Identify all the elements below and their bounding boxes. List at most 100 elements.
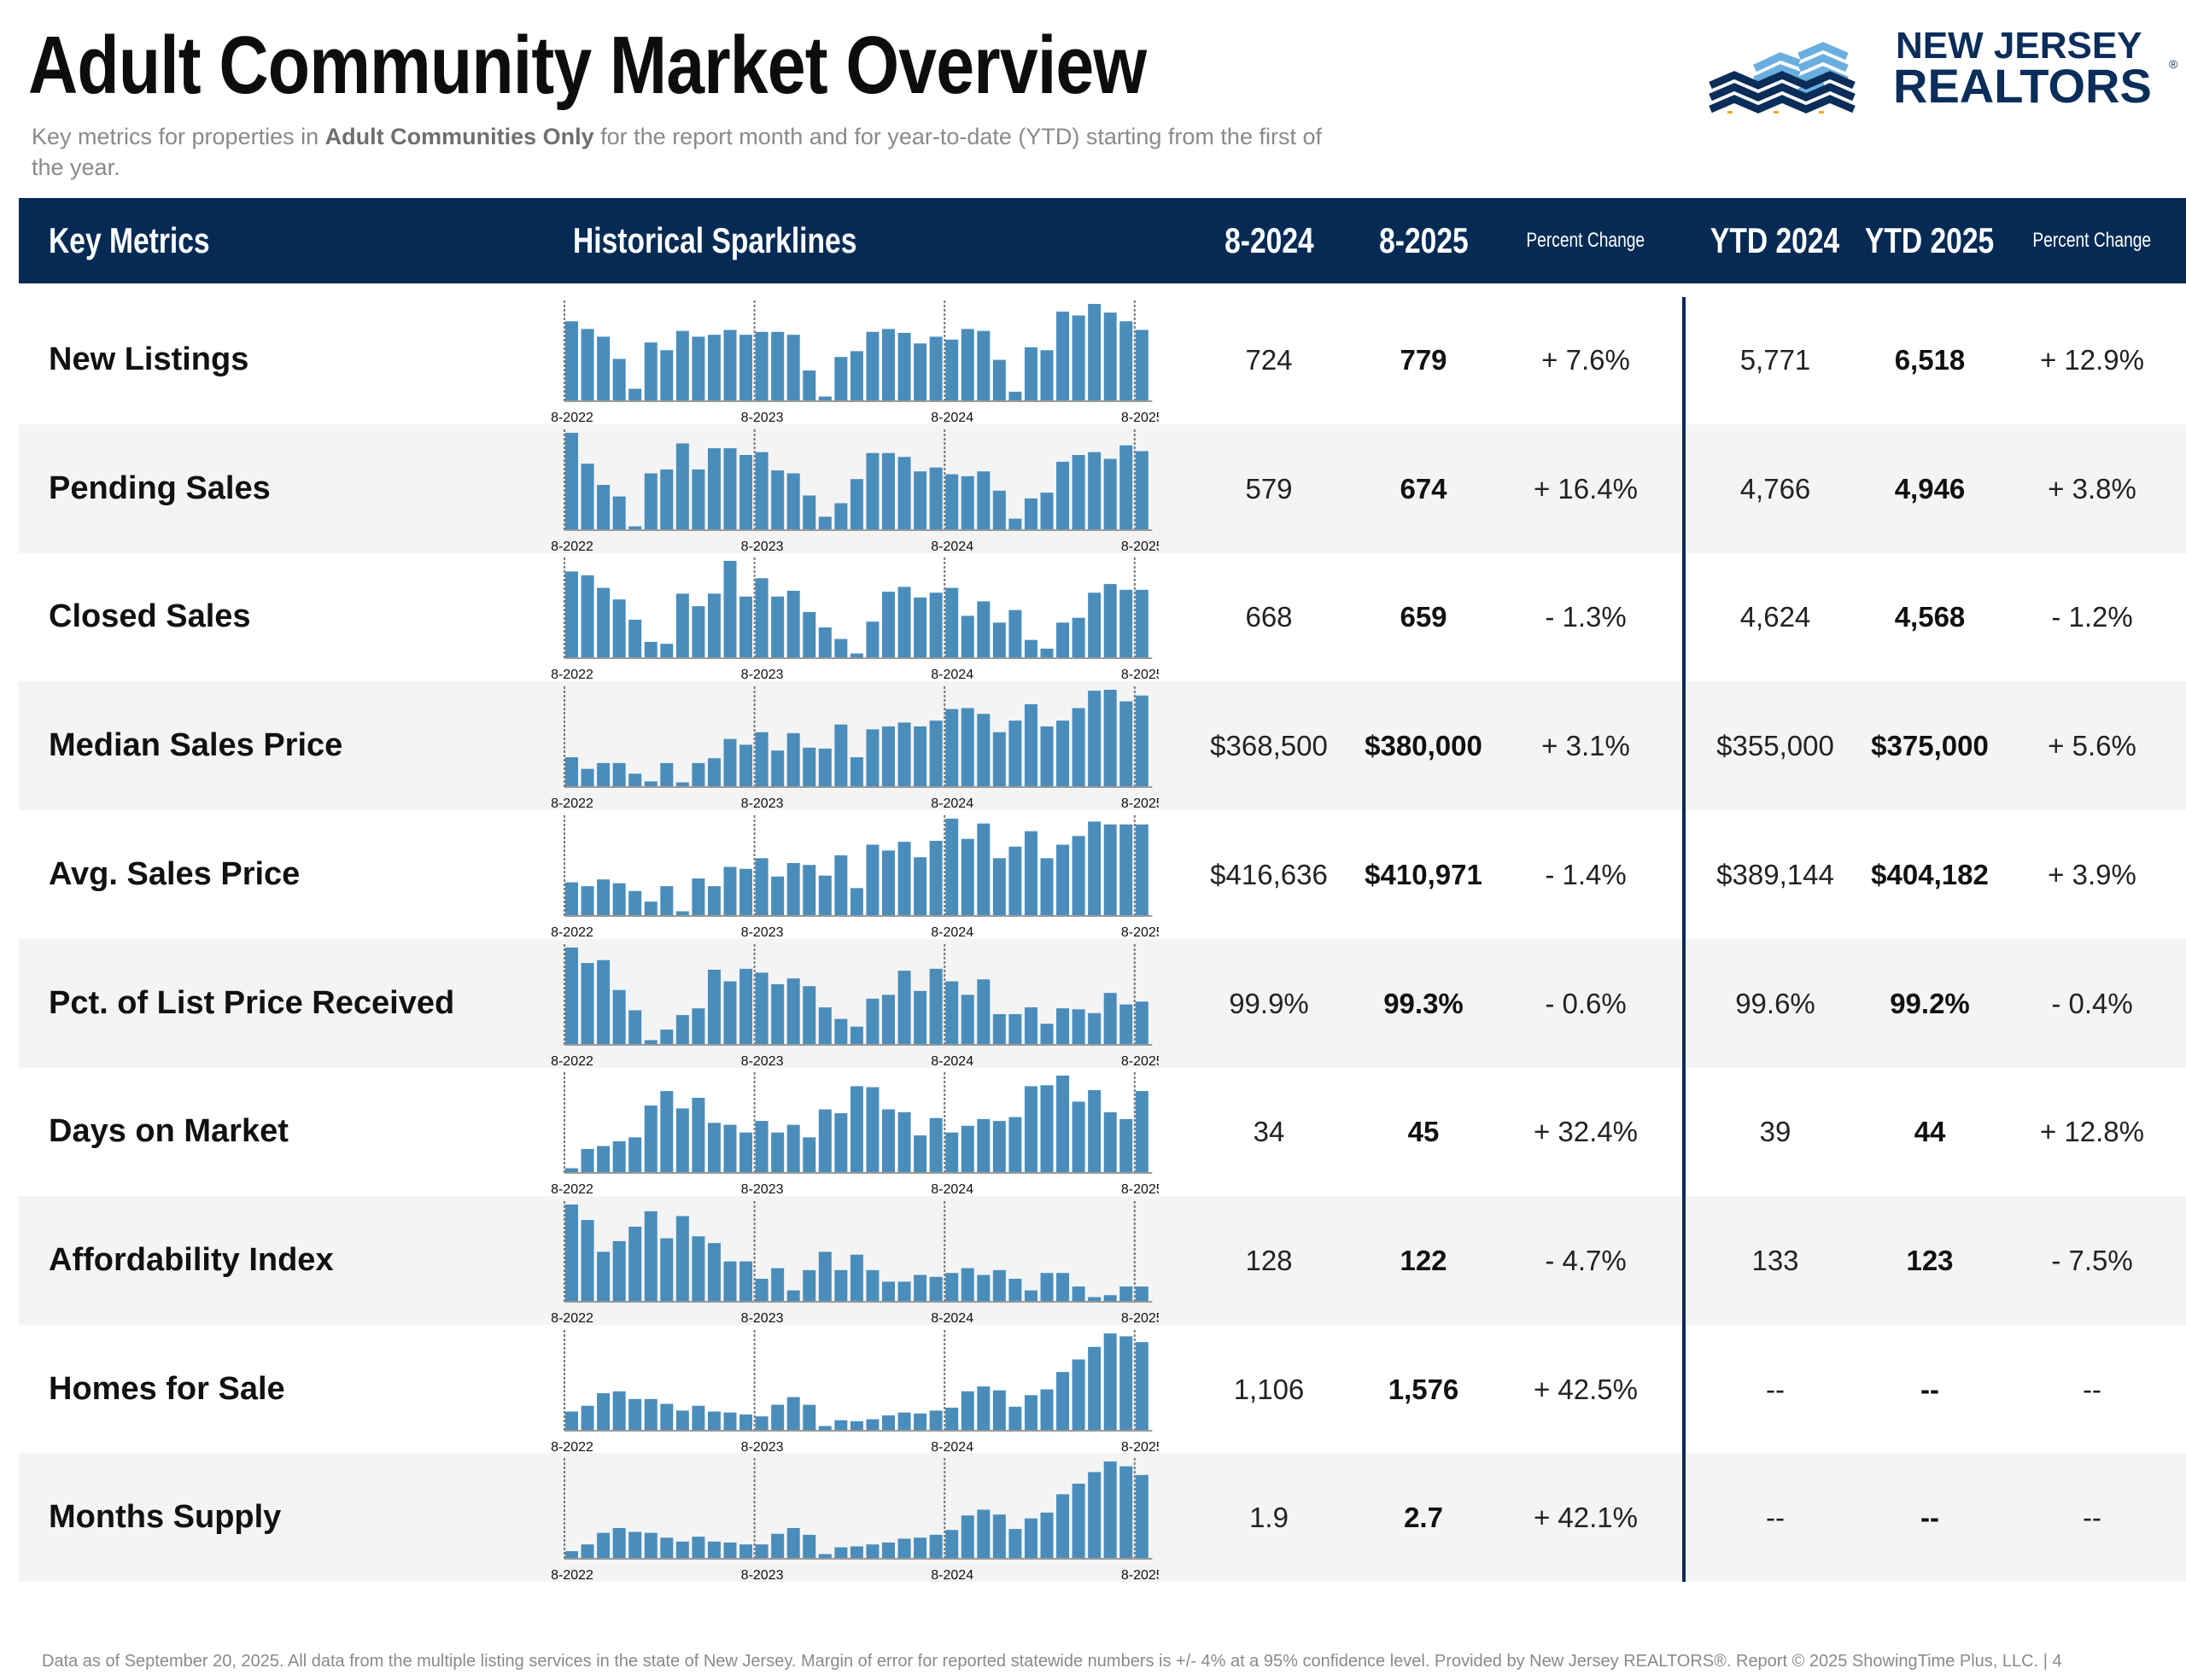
sparkline-bar (1056, 1273, 1070, 1301)
value-ytd-pct: + 12.8% (2039, 1116, 2144, 1148)
sparkline-tick-label: 8-2023 (741, 1311, 784, 1325)
sparkline-bar (1135, 824, 1149, 915)
sparkline-bar (1135, 1475, 1149, 1559)
value-pct: - 1.4% (1545, 858, 1627, 890)
sparkline-bar (818, 627, 832, 658)
sparkline-bar (945, 1407, 959, 1430)
sparkline-bar (565, 757, 578, 787)
sparkline-bar (929, 467, 943, 529)
sparkline-bar (992, 858, 1006, 915)
sparkline-bar (897, 970, 911, 1044)
sparkline-bar (992, 1121, 1006, 1173)
header-percent-change: Percent Change (1500, 198, 1671, 283)
sparkline-tick-label: 8-2025 (1121, 1182, 1159, 1196)
sparkline-bar (1024, 1006, 1037, 1044)
sparkline-bar (1103, 1333, 1117, 1430)
sparkline-bar (866, 844, 880, 915)
sparkline-bar (803, 1137, 816, 1173)
sparkline-bar (1103, 584, 1117, 658)
value-m-curr: 1,576 (1388, 1373, 1459, 1405)
sparkline-bar (1008, 1406, 1022, 1430)
metric-label: Avg. Sales Price (49, 855, 301, 892)
sparkline-bar (755, 1278, 769, 1301)
value-pct: - 4.7% (1545, 1244, 1627, 1276)
value-ytd-pct: - 7.5% (2051, 1244, 2133, 1276)
sparkline-tick-label: 8-2024 (931, 1182, 973, 1196)
sparkline-bar (771, 470, 785, 529)
sparkline-bar (581, 768, 594, 787)
sparkline-bar (612, 762, 626, 787)
sparkline-bar (929, 720, 943, 787)
sparkline-bar (675, 782, 689, 787)
sparkline-bar (1008, 720, 1022, 787)
sparkline-bar (675, 1216, 689, 1301)
sparkline-bar (803, 1404, 816, 1430)
sparkline-bar (660, 762, 674, 787)
sparkline-bar (850, 1420, 863, 1430)
header-ytd-prev: YTD 2024 (1690, 198, 1861, 283)
value-ytd-prev: 4,766 (1739, 472, 1811, 505)
sparkline-bar (1119, 701, 1133, 787)
sparkline-bar (1072, 836, 1085, 915)
sparkline-bar (1008, 518, 1022, 529)
value-pct: + 16.4% (1533, 472, 1638, 505)
sparkline-bar (597, 960, 611, 1044)
sparkline-bar (945, 1132, 959, 1173)
sparkline-bar (866, 621, 880, 658)
sparkline-bar (644, 1398, 658, 1430)
sparkline-bar (786, 591, 800, 658)
sparkline-bar (961, 1268, 974, 1301)
sparkline-bar (882, 592, 895, 658)
table-row: Pct. of List Price Received 8-2022 8-2023 8… (19, 938, 2186, 1068)
sparkline-bar (1135, 695, 1149, 787)
subtitle-text-end: for the report month and for year-to-dat… (32, 124, 1322, 180)
sparkline-bar (597, 1532, 611, 1559)
subtitle-emphasis: Adult Communities Only (324, 124, 594, 149)
sparkline-bar (739, 1414, 753, 1430)
sparkline-tick-label: 8-2022 (551, 411, 593, 424)
sparkline-bar (1040, 492, 1054, 529)
sparkline-bar (803, 370, 816, 400)
sparkline-bar (739, 597, 753, 658)
sparkline-bar (739, 868, 753, 915)
sparkline-bar (1119, 445, 1133, 529)
sparkline-tick-label: 8-2023 (741, 1568, 784, 1582)
sparkline-bar (818, 749, 832, 787)
sparkline-bar (866, 998, 880, 1044)
sparkline-bar (803, 495, 816, 529)
sparkline-bar (675, 911, 689, 915)
value-ytd-pct: + 3.8% (2048, 472, 2136, 505)
table-row: Pending Sales 8-2022 8-2023 8-2024 8-2025 579… (19, 423, 2186, 553)
sparkline-bar (1008, 846, 1022, 915)
sparkline-bar (771, 983, 785, 1044)
sparkline-bar (1040, 1389, 1054, 1430)
sparkline-bar (628, 1398, 642, 1430)
sparkline-bar (818, 1109, 832, 1173)
sparkline-bar (739, 1261, 753, 1301)
sparkline-tick-label: 8-2025 (1121, 1054, 1159, 1068)
sparkline-bar (628, 1226, 642, 1301)
value-ytd-pct: - 0.4% (2051, 987, 2133, 1019)
sparkline-tick-label: 8-2025 (1121, 540, 1159, 553)
sparkline-bar (1024, 1290, 1037, 1301)
sparkline-bar (644, 473, 658, 529)
sparkline-bar (914, 856, 927, 915)
sparkline-bar (707, 447, 721, 529)
sparkline-tick-label: 8-2024 (931, 1440, 973, 1454)
value-ytd-curr: 6,518 (1894, 344, 1966, 376)
sparkline-bar (882, 994, 895, 1044)
sparkline-bar (723, 1124, 737, 1173)
value-m-curr: 122 (1400, 1244, 1447, 1276)
value-m-prev: 128 (1245, 1244, 1293, 1276)
sparkline-bar (992, 1013, 1006, 1044)
sparkline-bar (1040, 858, 1054, 915)
sparkline-bar (565, 432, 578, 529)
sparkline-tick-label: 8-2023 (741, 540, 784, 553)
sparkline-bar (818, 1426, 832, 1430)
sparkline-bar (992, 622, 1006, 658)
sparkline-bar (992, 1514, 1006, 1559)
sparkline-tick-label: 8-2025 (1121, 668, 1159, 681)
sparkline-bar (1024, 640, 1037, 658)
sparkline-bar (1072, 1101, 1085, 1173)
sparkline-bar (1056, 1371, 1070, 1430)
